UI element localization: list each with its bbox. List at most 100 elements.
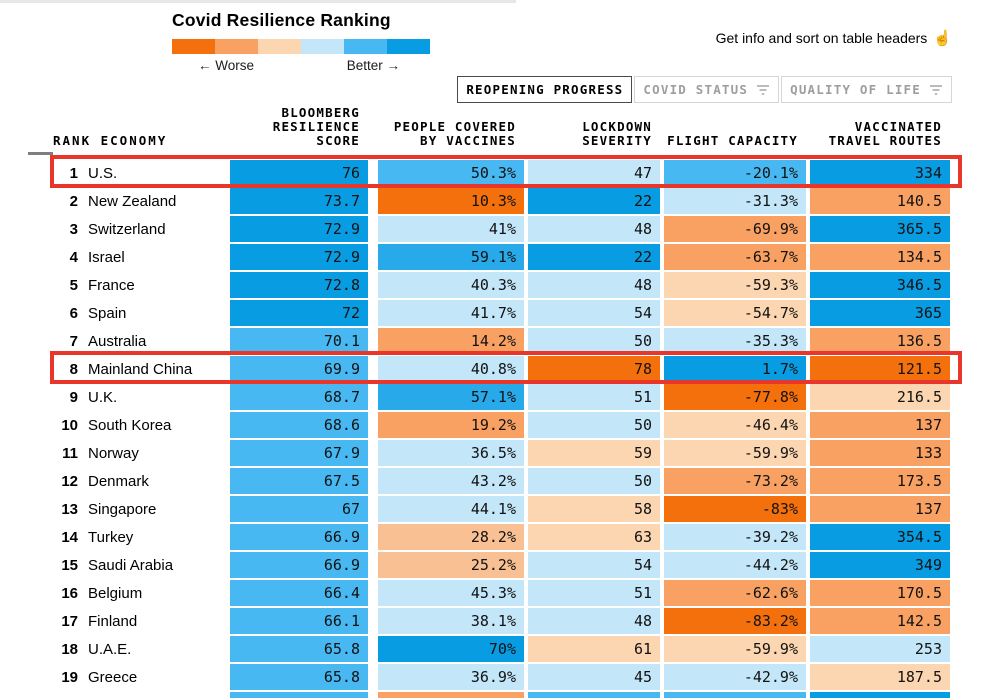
economy-label: Spain — [88, 304, 127, 322]
table-row: 17 Finland 66.1 38.1% 48 -83.2% 142.5 — [52, 608, 950, 634]
flight-cell: -59.9% — [664, 636, 806, 662]
vaccines-cell: 36.5% — [378, 440, 524, 466]
economy-label: New Zealand — [88, 192, 177, 210]
routes-cell — [810, 692, 950, 698]
table-tabs: REOPENING PROGRESS COVID STATUS QUALITY OF… — [457, 76, 952, 103]
lockdown-cell: 61 — [528, 636, 660, 662]
economy-label: Finland — [88, 612, 138, 630]
lockdown-cell: 50 — [528, 412, 660, 438]
filter-icon — [757, 84, 770, 95]
economy-label: U.A.E. — [88, 640, 132, 658]
table-row: 13 Singapore 67 44.1% 58 -83% 137 — [52, 496, 950, 522]
rank-economy-cell: 12 Denmark — [52, 468, 228, 494]
tab-label: QUALITY OF LIFE — [790, 82, 921, 97]
header-rank-economy[interactable]: RANK ECONOMY — [53, 133, 168, 148]
routes-cell: 365.5 — [810, 216, 950, 242]
flight-cell: -54.7% — [664, 300, 806, 326]
tab-covid-status[interactable]: COVID STATUS — [634, 76, 780, 103]
score-cell: 65.8 — [230, 636, 368, 662]
legend-color-scale — [172, 39, 430, 54]
axis-tick-dash — [28, 152, 53, 155]
flight-cell: -69.9% — [664, 216, 806, 242]
economy-label: Switzerland — [88, 220, 166, 238]
vaccines-cell: 40.3% — [378, 272, 524, 298]
rank-label: 5 — [69, 276, 78, 294]
lockdown-cell: 22 — [528, 244, 660, 270]
vaccines-cell: 57.1% — [378, 384, 524, 410]
rank-label: 15 — [61, 556, 78, 574]
table-row: 16 Belgium 66.4 45.3% 51 -62.6% 170.5 — [52, 580, 950, 606]
flight-cell: -62.6% — [664, 580, 806, 606]
rank-economy-cell: 16 Belgium — [52, 580, 228, 606]
table-row: 6 Spain 72 41.7% 54 -54.7% 365 — [52, 300, 950, 326]
header-flight-capacity[interactable]: FLIGHT CAPACITY — [667, 133, 798, 148]
table-row: 4 Israel 72.9 59.1% 22 -63.7% 134.5 — [52, 244, 950, 270]
tab-reopening-progress[interactable]: REOPENING PROGRESS — [457, 76, 633, 103]
score-cell: 66.9 — [230, 524, 368, 550]
score-cell: 68.7 — [230, 384, 368, 410]
economy-label: U.K. — [88, 388, 118, 406]
table-row: 1 U.S. 76 50.3% 47 -20.1% 334 — [52, 160, 950, 186]
rank-label: 8 — [69, 360, 78, 378]
rank-economy-cell: 8 Mainland China — [52, 356, 228, 382]
rank-economy-cell: 19 Greece — [52, 664, 228, 690]
score-cell: 66.9 — [230, 552, 368, 578]
vaccines-cell: 36.9% — [378, 664, 524, 690]
flight-cell: -77.8% — [664, 384, 806, 410]
routes-cell: 134.5 — [810, 244, 950, 270]
flight-cell: 1.7% — [664, 356, 806, 382]
table-row: 11 Norway 67.9 36.5% 59 -59.9% 133 — [52, 440, 950, 466]
routes-cell: 253 — [810, 636, 950, 662]
legend-segment — [301, 39, 344, 54]
routes-cell: 137 — [810, 412, 950, 438]
rank-economy-cell: 10 South Korea — [52, 412, 228, 438]
table-row: 18 U.A.E. 65.8 70% 61 -59.9% 253 — [52, 636, 950, 662]
vaccines-cell: 14.2% — [378, 328, 524, 354]
header-vaccinated-routes[interactable]: VACCINATED TRAVEL ROUTES — [828, 119, 942, 148]
sort-info-text: Get info and sort on table headers — [715, 30, 928, 46]
score-cell — [230, 692, 368, 698]
score-cell: 66.1 — [230, 608, 368, 634]
flight-cell: -59.9% — [664, 440, 806, 466]
economy-label: Saudi Arabia — [88, 556, 174, 574]
lockdown-cell: 45 — [528, 664, 660, 690]
rank-economy-cell: 9 U.K. — [52, 384, 228, 410]
lockdown-cell: 22 — [528, 188, 660, 214]
lockdown-cell: 48 — [528, 216, 660, 242]
score-cell: 67.9 — [230, 440, 368, 466]
rank-economy-cell: 14 Turkey — [52, 524, 228, 550]
flight-cell: -35.3% — [664, 328, 806, 354]
economy-label: Mainland China — [88, 360, 193, 378]
tab-quality-of-life[interactable]: QUALITY OF LIFE — [781, 76, 952, 103]
rank-economy-cell: 17 Finland — [52, 608, 228, 634]
vaccines-cell: 70% — [378, 636, 524, 662]
tab-label: COVID STATUS — [643, 82, 749, 97]
rank-economy-cell: 4 Israel — [52, 244, 228, 270]
table-row: 12 Denmark 67.5 43.2% 50 -73.2% 173.5 — [52, 468, 950, 494]
top-divider — [0, 0, 516, 3]
rank-economy-cell: 13 Singapore — [52, 496, 228, 522]
flight-cell — [664, 692, 806, 698]
lockdown-cell: 54 — [528, 300, 660, 326]
vaccines-cell: 41% — [378, 216, 524, 242]
table-row-partial — [52, 692, 950, 698]
header-people-covered[interactable]: PEOPLE COVERED BY VACCINES — [393, 119, 516, 148]
flight-cell: -20.1% — [664, 160, 806, 186]
header-lockdown-severity[interactable]: LOCKDOWN SEVERITY — [582, 119, 652, 148]
legend-segment — [172, 39, 215, 54]
rank-label: 17 — [61, 612, 78, 630]
score-cell: 67.5 — [230, 468, 368, 494]
header-resilience-score[interactable]: BLOOMBERG RESILIENCE SCORE — [272, 105, 360, 148]
legend-labels: ← Worse Better → — [172, 58, 430, 73]
flight-cell: -44.2% — [664, 552, 806, 578]
lockdown-cell: 48 — [528, 608, 660, 634]
rank-economy-cell: 3 Switzerland — [52, 216, 228, 242]
economy-label: U.S. — [88, 164, 118, 182]
rank-economy-cell — [52, 692, 228, 698]
lockdown-cell: 50 — [528, 328, 660, 354]
routes-cell: 187.5 — [810, 664, 950, 690]
score-cell: 70.1 — [230, 328, 368, 354]
rank-economy-cell: 6 Spain — [52, 300, 228, 326]
table-row: 14 Turkey 66.9 28.2% 63 -39.2% 354.5 — [52, 524, 950, 550]
